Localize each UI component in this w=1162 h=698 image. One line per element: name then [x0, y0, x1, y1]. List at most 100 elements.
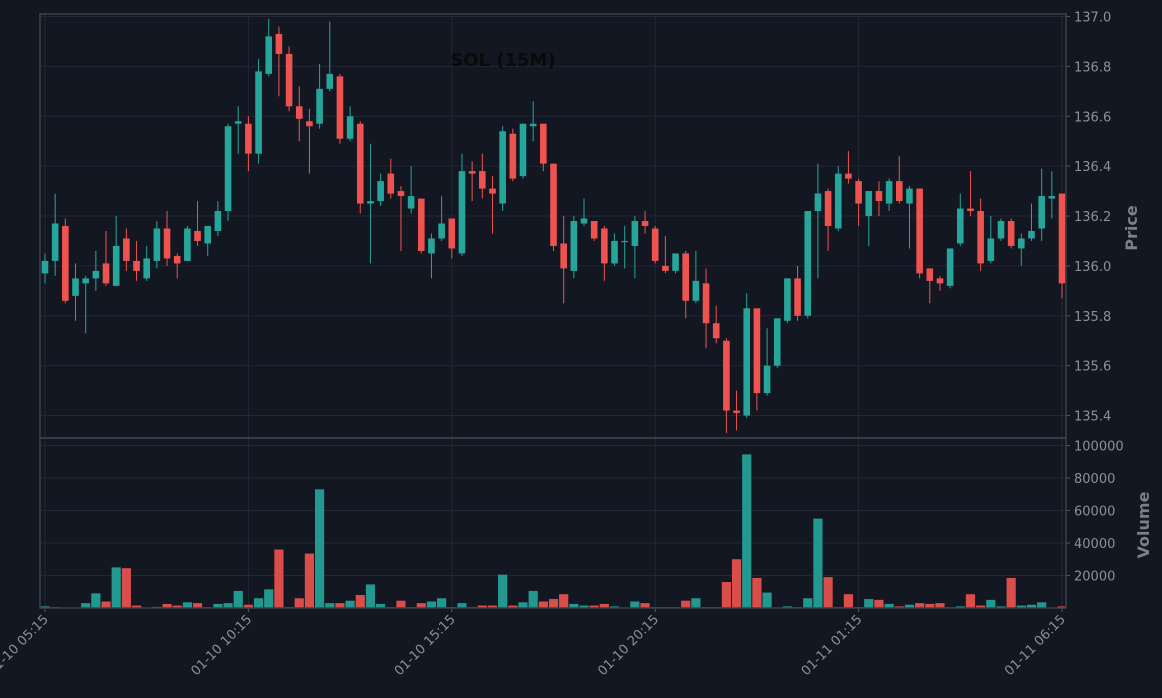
candle-body: [1007, 221, 1015, 246]
candle-body: [529, 123, 537, 127]
y-tick-label: 20000: [1074, 569, 1115, 584]
candle-body: [499, 131, 506, 204]
candle-body: [865, 191, 873, 217]
candle-body: [458, 171, 466, 254]
volume-bar: [986, 599, 996, 608]
candle-body: [550, 163, 557, 246]
candle-body: [845, 173, 852, 179]
volume-bar: [131, 605, 142, 608]
volume-bar: [884, 603, 894, 608]
y-tick-label: 136.6: [1074, 110, 1111, 125]
volume-bar: [355, 594, 365, 608]
candle-body: [702, 283, 710, 324]
y-tick-label: 60000: [1074, 504, 1115, 519]
candle-body: [784, 278, 791, 321]
volume-bar: [253, 598, 264, 608]
candle-body: [346, 116, 354, 139]
candle-body: [712, 323, 720, 339]
volume-bar: [437, 598, 447, 608]
volume-bar: [742, 454, 752, 608]
y-tick-label: 136.4: [1074, 160, 1111, 175]
volume-bar: [172, 605, 182, 608]
candle-body: [509, 133, 517, 179]
candle-body: [1018, 238, 1025, 249]
candle-body: [560, 243, 567, 269]
y-tick-label: 40000: [1074, 537, 1115, 552]
candle-body: [133, 260, 140, 271]
candle-body: [112, 245, 120, 286]
candle-body: [367, 201, 374, 204]
volume-bar: [1016, 605, 1026, 608]
candle-body: [662, 265, 669, 271]
candle-body: [987, 238, 995, 261]
candle-body: [682, 253, 690, 301]
candle-body: [804, 211, 812, 316]
candle-body: [611, 240, 618, 264]
volume-bar: [731, 559, 742, 608]
candle-body: [448, 218, 456, 249]
candle-body: [794, 278, 801, 316]
candle-body: [143, 258, 150, 279]
candle-body: [306, 121, 313, 127]
y-tick-label: 136.2: [1074, 210, 1111, 225]
volume-bar: [426, 601, 437, 608]
candle-body: [51, 223, 59, 261]
volume-bar: [294, 598, 304, 608]
candle-body: [245, 123, 252, 154]
volume-bar: [762, 592, 772, 608]
y-tick-label: 135.4: [1074, 410, 1111, 425]
volume-bar: [325, 603, 335, 608]
candle-body: [855, 181, 862, 204]
volume-bar: [1026, 604, 1037, 608]
candle-body: [1028, 230, 1035, 239]
volume-bar: [264, 589, 274, 608]
volume-bar: [996, 606, 1006, 608]
candle-body: [946, 248, 954, 286]
volume-bar: [640, 603, 650, 608]
volume-bar: [915, 603, 925, 608]
volume-bar: [721, 581, 731, 608]
volume-bar: [965, 594, 976, 608]
volume-bar: [955, 606, 965, 608]
candle-body: [275, 33, 283, 54]
candle-body: [967, 208, 974, 212]
volume-bar: [243, 604, 253, 608]
volume-bar: [111, 567, 121, 608]
candle-body: [214, 211, 222, 231]
candle-body: [875, 191, 883, 202]
candle-body: [997, 221, 1005, 239]
volume-bar: [609, 606, 620, 608]
candle-body: [489, 188, 496, 194]
candle-body: [885, 181, 893, 204]
y-tick-label: 80000: [1074, 472, 1115, 487]
volume-bar: [40, 606, 50, 608]
candle-body: [377, 181, 384, 202]
volume-bar: [559, 594, 569, 608]
candle-body: [407, 196, 415, 209]
candle-body: [651, 228, 659, 261]
candle-body: [1038, 196, 1045, 229]
candle-body: [834, 173, 842, 229]
volume-bar: [314, 489, 325, 608]
candle-body: [692, 280, 700, 301]
volume-bar: [752, 577, 762, 608]
volume-bar: [813, 518, 823, 608]
volume-bar: [498, 574, 508, 608]
candle-body: [184, 228, 191, 261]
volume-bar: [192, 603, 203, 608]
volume-bar: [223, 603, 233, 608]
volume-bar: [1037, 602, 1047, 608]
candle-body: [570, 221, 578, 271]
candle-body: [468, 171, 476, 174]
candle-body: [163, 228, 171, 259]
volume-bar: [864, 599, 874, 608]
volume-bar: [976, 605, 986, 608]
y-tick-label: 135.6: [1074, 360, 1111, 375]
volume-bar: [803, 598, 813, 608]
volume-axis-label: Volume: [1134, 491, 1153, 558]
volume-bar: [162, 603, 172, 608]
candle-body: [387, 173, 395, 194]
candle-body: [977, 211, 984, 264]
volume-bar: [274, 549, 284, 608]
candle-body: [824, 191, 832, 226]
